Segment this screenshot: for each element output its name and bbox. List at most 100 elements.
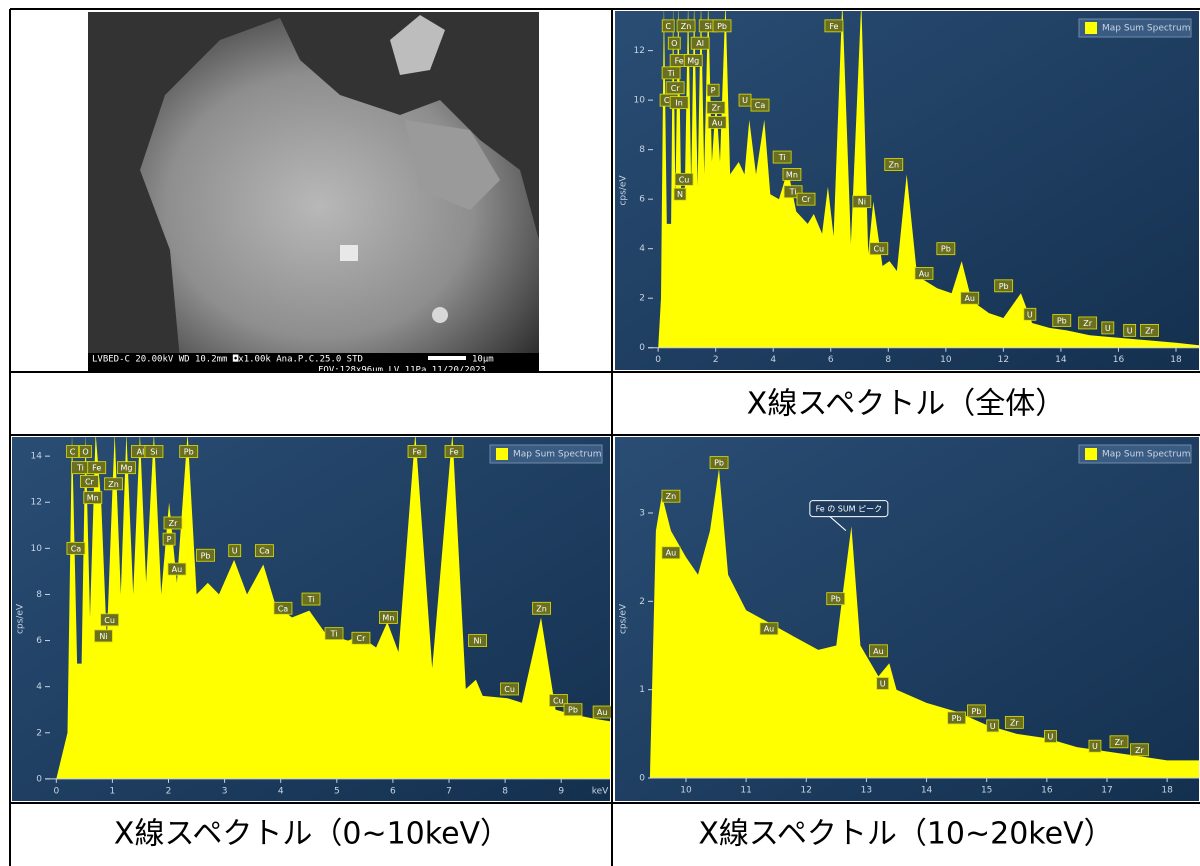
peak-label: Zr bbox=[1083, 319, 1092, 328]
legend-swatch bbox=[1085, 22, 1097, 34]
peak-label: Al bbox=[137, 448, 145, 457]
x-tick-label: 14 bbox=[1055, 355, 1067, 365]
peak-label: Ca bbox=[278, 604, 289, 613]
y-axis-label: cps/eV bbox=[619, 175, 629, 206]
peak-label: Mn bbox=[786, 170, 798, 179]
peak-label: Zr bbox=[712, 104, 721, 113]
peak-label: Ca bbox=[755, 101, 766, 110]
x-tick-label: 5 bbox=[334, 786, 340, 796]
x-tick-label: 18 bbox=[1170, 355, 1182, 365]
spectrum-chart: 024681012140123456789keVcps/eVMap Sum Sp… bbox=[12, 433, 611, 801]
peak-label: Zr bbox=[1135, 746, 1144, 755]
peak-label: O bbox=[671, 39, 677, 48]
x-tick-label: 12 bbox=[801, 786, 812, 796]
y-tick-label: 3 bbox=[639, 508, 645, 518]
x-tick-label: 4 bbox=[278, 786, 284, 796]
x-tick-label: 17 bbox=[1101, 786, 1112, 796]
peak-label: Mg bbox=[120, 464, 132, 473]
y-tick-label: 8 bbox=[639, 145, 645, 155]
peak-label: Mn bbox=[87, 494, 99, 503]
x-tick-label: 1 bbox=[110, 786, 116, 796]
y-tick-label: 2 bbox=[639, 294, 645, 304]
peak-label: U bbox=[1048, 733, 1054, 742]
page: LVBED-C 20.00kV WD 10.2mm ◘x1.00k Ana.P.… bbox=[0, 0, 1200, 866]
peak-label: Au bbox=[172, 565, 183, 574]
peak-label: Cu bbox=[504, 685, 515, 694]
peak-label: Zn bbox=[888, 161, 899, 170]
callout-label: Fe の SUM ピーク bbox=[816, 505, 883, 514]
x-tick-label: 15 bbox=[981, 786, 992, 796]
peak-label: Zn bbox=[681, 22, 692, 31]
legend-label: Map Sum Spectrum bbox=[1102, 450, 1191, 460]
x-tick-label: 6 bbox=[828, 355, 834, 365]
caption: X線スペクトル（10~20keV） bbox=[698, 817, 1113, 852]
peak-label: Pb bbox=[972, 707, 982, 716]
x-tick-label: 6 bbox=[390, 786, 396, 796]
peak-label: Ti bbox=[667, 69, 675, 78]
peak-label: Au bbox=[712, 118, 723, 127]
peak-label: Zr bbox=[1010, 718, 1019, 727]
peak-label: Ti bbox=[307, 595, 315, 604]
peak-label: P bbox=[711, 86, 716, 95]
peak-label: Cu bbox=[104, 616, 115, 625]
y-tick-label: 1 bbox=[639, 685, 645, 695]
peak-label: Pb bbox=[941, 245, 951, 254]
peak-label: Pb bbox=[714, 459, 724, 468]
x-tick-label: 8 bbox=[885, 355, 891, 365]
y-tick-label: 10 bbox=[31, 544, 43, 554]
peak-label: Fe bbox=[92, 464, 101, 473]
peak-label: Zr bbox=[1145, 326, 1154, 335]
y-tick-label: 10 bbox=[634, 96, 646, 106]
peak-label: Si bbox=[705, 22, 712, 31]
peak-label: Ti bbox=[76, 464, 84, 473]
peak-label: Cr bbox=[802, 195, 812, 204]
peak-label: U bbox=[1027, 310, 1033, 319]
peak-label: Au bbox=[919, 269, 930, 278]
x-tick-label: 12 bbox=[998, 355, 1009, 365]
y-tick-label: 6 bbox=[639, 195, 645, 205]
peak-label: O bbox=[82, 448, 88, 457]
x-tick-label: 16 bbox=[1041, 786, 1053, 796]
y-axis-label: cps/eV bbox=[16, 603, 26, 634]
peak-label: Ni bbox=[474, 637, 482, 646]
peak-label: Pb bbox=[952, 714, 962, 723]
y-tick-label: 2 bbox=[639, 597, 645, 607]
peak-label: U bbox=[1092, 742, 1098, 751]
caption: X線スペクトル（全体） bbox=[747, 387, 1065, 422]
peak-label: Mn bbox=[382, 614, 394, 623]
legend-swatch bbox=[1085, 448, 1097, 460]
caption: X線スペクトル（0~10keV） bbox=[114, 817, 510, 852]
peak-label: Au bbox=[764, 625, 775, 634]
peak-label: Pb bbox=[184, 448, 194, 457]
y-axis-label: cps/eV bbox=[619, 603, 629, 634]
peak-label: Cu bbox=[679, 175, 690, 184]
peak-label: U bbox=[742, 96, 748, 105]
y-tick-label: 0 bbox=[639, 774, 645, 784]
sem-image: LVBED-C 20.00kV WD 10.2mm ◘x1.00k Ana.P.… bbox=[88, 12, 539, 376]
peak-label: Al bbox=[696, 39, 704, 48]
peak-label: Zn bbox=[536, 604, 547, 613]
y-tick-label: 6 bbox=[36, 636, 42, 646]
peak-label: Au bbox=[873, 647, 884, 656]
peak-label: In bbox=[675, 99, 682, 108]
peak-label: Zn bbox=[108, 480, 119, 489]
peak-label: Ca bbox=[71, 544, 82, 553]
peak-label: Mg bbox=[687, 57, 699, 66]
peak-label: U bbox=[880, 679, 886, 688]
x-tick-label: 4 bbox=[770, 355, 776, 365]
x-tick-label: 10 bbox=[940, 355, 952, 365]
y-tick-label: 14 bbox=[31, 452, 43, 462]
x-tick-label: 13 bbox=[861, 786, 872, 796]
peak-label: U bbox=[1127, 326, 1133, 335]
peak-label: Si bbox=[150, 448, 157, 457]
peak-label: Pb bbox=[201, 551, 211, 560]
peak-label: Zr bbox=[169, 519, 178, 528]
peak-label: Pb bbox=[999, 282, 1009, 291]
peak-label: Cr bbox=[356, 634, 366, 643]
x-tick-label: 8 bbox=[502, 786, 508, 796]
peak-label: U bbox=[232, 547, 238, 556]
peak-label: P bbox=[167, 535, 172, 544]
y-tick-label: 0 bbox=[639, 343, 645, 353]
peak-label: Fe bbox=[450, 448, 459, 457]
